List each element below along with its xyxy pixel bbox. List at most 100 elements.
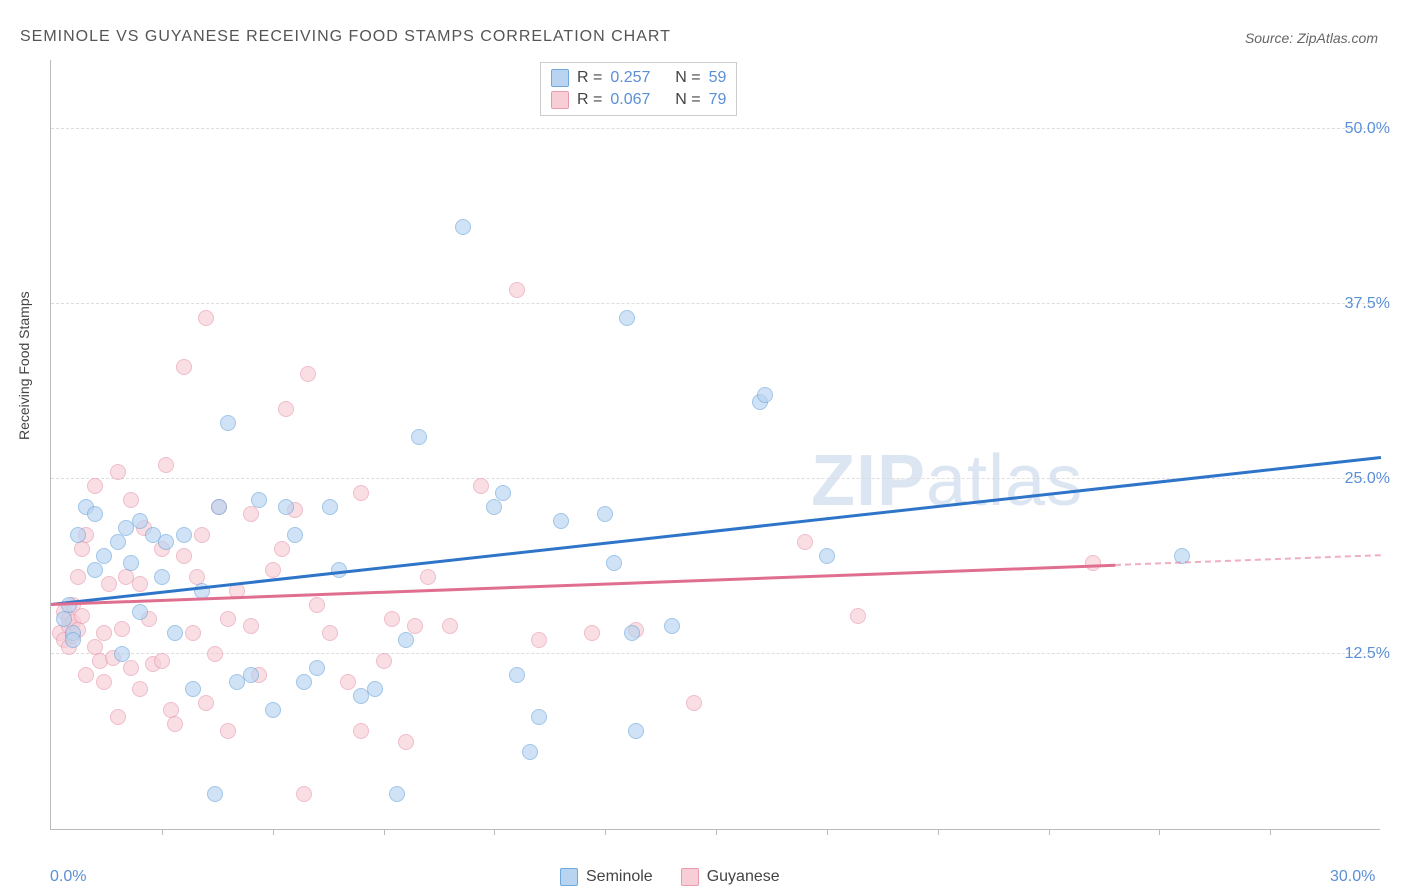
scatter-point [194, 527, 210, 543]
scatter-point [420, 569, 436, 585]
scatter-point [300, 366, 316, 382]
scatter-point [819, 548, 835, 564]
chart-title: SEMINOLE VS GUYANESE RECEIVING FOOD STAM… [20, 28, 671, 46]
scatter-point [220, 611, 236, 627]
scatter-point [606, 555, 622, 571]
legend: Seminole Guyanese [560, 868, 780, 886]
scatter-point [664, 618, 680, 634]
y-tick-label: 12.5% [1345, 645, 1390, 663]
plot-area: ZIPatlas [50, 60, 1380, 830]
scatter-point [132, 604, 148, 620]
legend-label: Guyanese [707, 868, 780, 886]
scatter-point [87, 506, 103, 522]
scatter-point [287, 527, 303, 543]
scatter-point [123, 555, 139, 571]
x-tick [494, 829, 495, 835]
scatter-point [619, 310, 635, 326]
x-tick [605, 829, 606, 835]
y-axis-label: Receiving Food Stamps [16, 291, 32, 440]
scatter-point [322, 625, 338, 641]
scatter-point [442, 618, 458, 634]
scatter-point [509, 667, 525, 683]
scatter-point [522, 744, 538, 760]
scatter-point [411, 429, 427, 445]
scatter-point [278, 499, 294, 515]
scatter-point [132, 681, 148, 697]
scatter-point [265, 562, 281, 578]
scatter-point [296, 674, 312, 690]
x-tick [1159, 829, 1160, 835]
scatter-point [87, 562, 103, 578]
r-value: 0.257 [610, 69, 650, 87]
scatter-point [495, 485, 511, 501]
swatch-guyanese [681, 868, 699, 886]
r-label: R = [577, 91, 602, 109]
scatter-point [96, 674, 112, 690]
swatch-seminole [551, 69, 569, 87]
scatter-point [797, 534, 813, 550]
grid-line [51, 128, 1380, 129]
x-tick [716, 829, 717, 835]
scatter-point [176, 548, 192, 564]
scatter-point [167, 625, 183, 641]
scatter-point [398, 734, 414, 750]
scatter-point [340, 674, 356, 690]
scatter-point [96, 548, 112, 564]
r-label: R = [577, 69, 602, 87]
x-tick [938, 829, 939, 835]
scatter-point [509, 282, 525, 298]
scatter-point [101, 576, 117, 592]
stats-row: R = 0.257 N = 59 [551, 67, 726, 89]
scatter-point [1085, 555, 1101, 571]
scatter-point [597, 506, 613, 522]
scatter-point [185, 681, 201, 697]
scatter-point [207, 646, 223, 662]
scatter-point [154, 653, 170, 669]
scatter-point [132, 576, 148, 592]
scatter-point [167, 716, 183, 732]
scatter-point [198, 310, 214, 326]
source-label: Source: ZipAtlas.com [1245, 30, 1378, 46]
scatter-point [531, 632, 547, 648]
scatter-point [198, 695, 214, 711]
scatter-point [353, 723, 369, 739]
scatter-point [309, 597, 325, 613]
scatter-point [251, 492, 267, 508]
x-tick [1049, 829, 1050, 835]
scatter-point [389, 786, 405, 802]
scatter-point [757, 387, 773, 403]
y-tick-label: 25.0% [1345, 470, 1390, 488]
legend-item-seminole: Seminole [560, 868, 653, 886]
x-tick [162, 829, 163, 835]
scatter-point [70, 527, 86, 543]
x-tick [1270, 829, 1271, 835]
scatter-point [486, 499, 502, 515]
scatter-point [78, 667, 94, 683]
scatter-point [123, 492, 139, 508]
n-label: N = [675, 69, 700, 87]
r-value: 0.067 [610, 91, 650, 109]
swatch-guyanese [551, 91, 569, 109]
scatter-point [114, 621, 130, 637]
scatter-point [154, 569, 170, 585]
x-tick [827, 829, 828, 835]
scatter-point [624, 625, 640, 641]
n-label: N = [675, 91, 700, 109]
swatch-seminole [560, 868, 578, 886]
scatter-point [278, 401, 294, 417]
scatter-point [211, 499, 227, 515]
scatter-point [531, 709, 547, 725]
scatter-point [376, 653, 392, 669]
regression-line-dashed [1115, 554, 1381, 566]
scatter-point [353, 485, 369, 501]
legend-label: Seminole [586, 868, 653, 886]
stats-box: R = 0.257 N = 59 R = 0.067 N = 79 [540, 62, 737, 116]
y-tick-label: 50.0% [1345, 120, 1390, 138]
scatter-point [384, 611, 400, 627]
scatter-point [176, 527, 192, 543]
scatter-point [220, 415, 236, 431]
n-value: 59 [709, 69, 727, 87]
x-tick-label: 30.0% [1330, 868, 1375, 886]
regression-line [51, 563, 1115, 605]
watermark: ZIPatlas [811, 440, 1083, 522]
